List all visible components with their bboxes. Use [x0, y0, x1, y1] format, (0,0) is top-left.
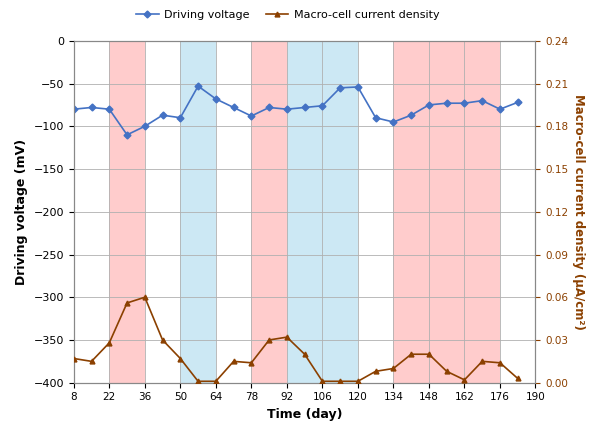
- Bar: [287, 41, 358, 383]
- Driving voltage: [141, 124, 148, 129]
- Macro-cell current density: [159, 337, 166, 343]
- Macro-cell current density: [141, 295, 148, 300]
- Macro-cell current density: [194, 379, 202, 384]
- Driving voltage: [301, 105, 308, 110]
- Driving voltage: [390, 119, 397, 125]
- Macro-cell current density: [514, 376, 521, 381]
- Driving voltage: [337, 85, 344, 90]
- Bar: [394, 41, 464, 383]
- Macro-cell current density: [496, 360, 503, 365]
- Driving voltage: [124, 132, 131, 137]
- Macro-cell current density: [124, 300, 131, 306]
- Line: Driving voltage: Driving voltage: [71, 84, 520, 137]
- Macro-cell current density: [248, 360, 255, 365]
- Driving voltage: [372, 115, 379, 120]
- Macro-cell current density: [372, 369, 379, 374]
- Driving voltage: [88, 105, 95, 110]
- Driving voltage: [319, 103, 326, 109]
- Bar: [464, 41, 500, 383]
- Driving voltage: [283, 106, 290, 112]
- Y-axis label: Macro-cell current density (μA/cm²): Macro-cell current density (μA/cm²): [572, 94, 585, 330]
- Macro-cell current density: [319, 379, 326, 384]
- Driving voltage: [425, 102, 433, 108]
- Macro-cell current density: [301, 351, 308, 357]
- Driving voltage: [194, 83, 202, 89]
- Driving voltage: [70, 106, 77, 112]
- Macro-cell current density: [70, 356, 77, 361]
- Driving voltage: [159, 112, 166, 118]
- Bar: [181, 41, 216, 383]
- Driving voltage: [248, 113, 255, 119]
- Macro-cell current density: [106, 340, 113, 345]
- Driving voltage: [479, 98, 486, 103]
- Driving voltage: [212, 96, 220, 102]
- Macro-cell current density: [88, 359, 95, 364]
- Macro-cell current density: [479, 359, 486, 364]
- Macro-cell current density: [425, 351, 433, 357]
- Driving voltage: [514, 100, 521, 105]
- Macro-cell current density: [177, 356, 184, 361]
- Line: Macro-cell current density: Macro-cell current density: [71, 295, 520, 384]
- Macro-cell current density: [283, 334, 290, 340]
- Macro-cell current density: [355, 379, 362, 384]
- Macro-cell current density: [461, 377, 468, 382]
- Y-axis label: Driving voltage (mV): Driving voltage (mV): [15, 139, 28, 285]
- Driving voltage: [496, 106, 503, 112]
- Driving voltage: [407, 112, 415, 118]
- Bar: [109, 41, 145, 383]
- Macro-cell current density: [443, 369, 450, 374]
- Macro-cell current density: [337, 379, 344, 384]
- Macro-cell current density: [390, 366, 397, 371]
- Legend: Driving voltage, Macro-cell current density: Driving voltage, Macro-cell current dens…: [132, 6, 444, 24]
- Macro-cell current density: [230, 359, 237, 364]
- Driving voltage: [266, 105, 273, 110]
- Driving voltage: [230, 105, 237, 110]
- Driving voltage: [355, 84, 362, 89]
- X-axis label: Time (day): Time (day): [267, 408, 343, 421]
- Macro-cell current density: [212, 379, 220, 384]
- Driving voltage: [106, 106, 113, 112]
- Macro-cell current density: [266, 337, 273, 343]
- Driving voltage: [443, 101, 450, 106]
- Driving voltage: [461, 101, 468, 106]
- Driving voltage: [177, 115, 184, 120]
- Macro-cell current density: [407, 351, 415, 357]
- Bar: [251, 41, 287, 383]
